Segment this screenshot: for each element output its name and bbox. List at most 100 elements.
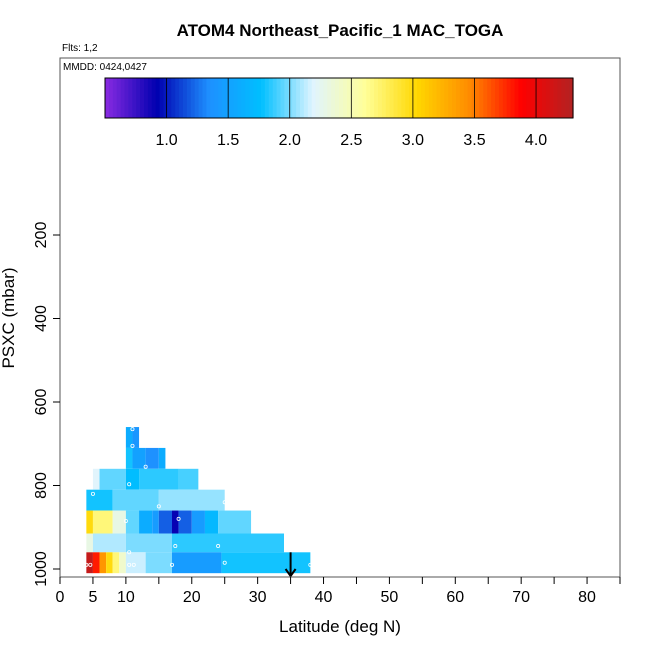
colorbar-cell [155, 78, 161, 118]
colorbar-cell [241, 78, 246, 118]
colorbar-cell [401, 78, 406, 118]
data-cell [125, 468, 140, 490]
colorbar-cell [565, 78, 570, 118]
data-cell [204, 510, 219, 534]
colorbar: 1.0 1.5 2.0 2.5 3.0 3.5 4.0 [104, 77, 574, 149]
colorbar-cell [202, 78, 207, 118]
colorbar-cell [479, 78, 484, 118]
colorbar-cell [167, 78, 172, 118]
x-tick-label: 50 [381, 589, 399, 606]
colorbar-cell [323, 78, 328, 118]
colorbar-cell [210, 78, 215, 118]
plot-area [59, 57, 621, 578]
colorbar-cell [147, 78, 153, 118]
sample-point [84, 562, 89, 567]
sample-point [130, 443, 135, 448]
data-cell [125, 552, 146, 574]
dates-label: MMDD: 0424,0427 [63, 62, 147, 73]
sample-point [127, 562, 132, 567]
colorbar-cell [105, 78, 110, 118]
colorbar-cell [159, 78, 165, 118]
data-cell [145, 447, 159, 469]
colorbar-cell [292, 78, 297, 118]
colorbar-cell [448, 78, 453, 118]
colorbar-cell [163, 78, 168, 118]
colorbar-tick-label: 4.0 [525, 132, 547, 149]
colorbar-cell [272, 78, 278, 118]
data-cell [125, 510, 140, 534]
colorbar-cell [342, 78, 348, 118]
colorbar-cell [257, 78, 262, 118]
data-cell [158, 510, 172, 534]
colorbar-cell [491, 78, 496, 118]
colorbar-cell [284, 78, 289, 118]
colorbar-cell [280, 78, 285, 118]
colorbar-cell [319, 78, 324, 118]
colorbar-tick-label: 2.0 [279, 132, 301, 149]
flights-label: Flts: 1,2 [62, 43, 98, 54]
sample-point [216, 544, 221, 549]
colorbar-cell [561, 78, 566, 118]
colorbar-frame [104, 77, 574, 119]
colorbar-cell [171, 78, 176, 118]
colorbar-cell [487, 78, 492, 118]
colorbar-cell [381, 78, 387, 118]
data-cell [158, 447, 166, 469]
x-tick-label: 40 [315, 589, 333, 606]
colorbar-cell [179, 78, 184, 118]
y-tick-label: 400 [33, 305, 50, 332]
colorbar-cell [331, 78, 336, 118]
colorbar-cell [144, 78, 149, 118]
colorbar-cell [432, 78, 438, 118]
colorbar-cell [229, 78, 235, 118]
colorbar-cell [463, 78, 469, 118]
data-cell [86, 533, 93, 553]
colorbar-cell [498, 78, 504, 118]
x-tick-label: 70 [512, 589, 530, 606]
sample-point [88, 562, 93, 567]
colorbar-cell [198, 78, 204, 118]
data-cell [112, 489, 159, 511]
colorbar-cell [307, 78, 313, 118]
y-tick-label: 200 [33, 222, 50, 249]
sample-point [222, 500, 227, 505]
sample-point [169, 562, 174, 567]
data-cell [92, 510, 113, 534]
colorbar-tick-label: 1.5 [217, 132, 239, 149]
x-tick-label: 60 [446, 589, 464, 606]
colorbar-cell [140, 78, 145, 118]
data-cell [125, 427, 133, 448]
data-cell [112, 510, 126, 534]
colorbar-cell [124, 78, 129, 118]
x-tick-label: 5 [88, 589, 97, 606]
colorbar-cell [354, 78, 360, 118]
colorbar-cell [108, 78, 114, 118]
data-cell [99, 552, 107, 574]
colorbar-cell [569, 78, 574, 118]
colorbar-cell [339, 78, 344, 118]
data-cell [119, 552, 126, 574]
y-tick-label: 600 [33, 389, 50, 416]
colorbar-cell [526, 78, 531, 118]
data-cell [158, 489, 225, 511]
colorbar-tick-label: 2.5 [340, 132, 362, 149]
colorbar-cell [366, 78, 371, 118]
colorbar-cell [378, 78, 383, 118]
data-cell [172, 533, 284, 553]
colorbar-cell [467, 78, 473, 118]
data-cell [191, 510, 205, 534]
colorbar-cell [424, 78, 430, 118]
sample-point [176, 516, 181, 521]
colorbar-cell [358, 78, 363, 118]
colorbar-cell [553, 78, 558, 118]
colorbar-cell [315, 78, 321, 118]
data-cell [86, 510, 93, 534]
data-cell [178, 510, 192, 534]
colorbar-cell [335, 78, 340, 118]
x-tick-label: 80 [578, 589, 596, 606]
data-cell [152, 510, 159, 534]
colorbar-cell [245, 78, 250, 118]
colorbar-cell [444, 78, 449, 118]
colorbar-cell [296, 78, 301, 118]
sample-point [90, 491, 95, 496]
